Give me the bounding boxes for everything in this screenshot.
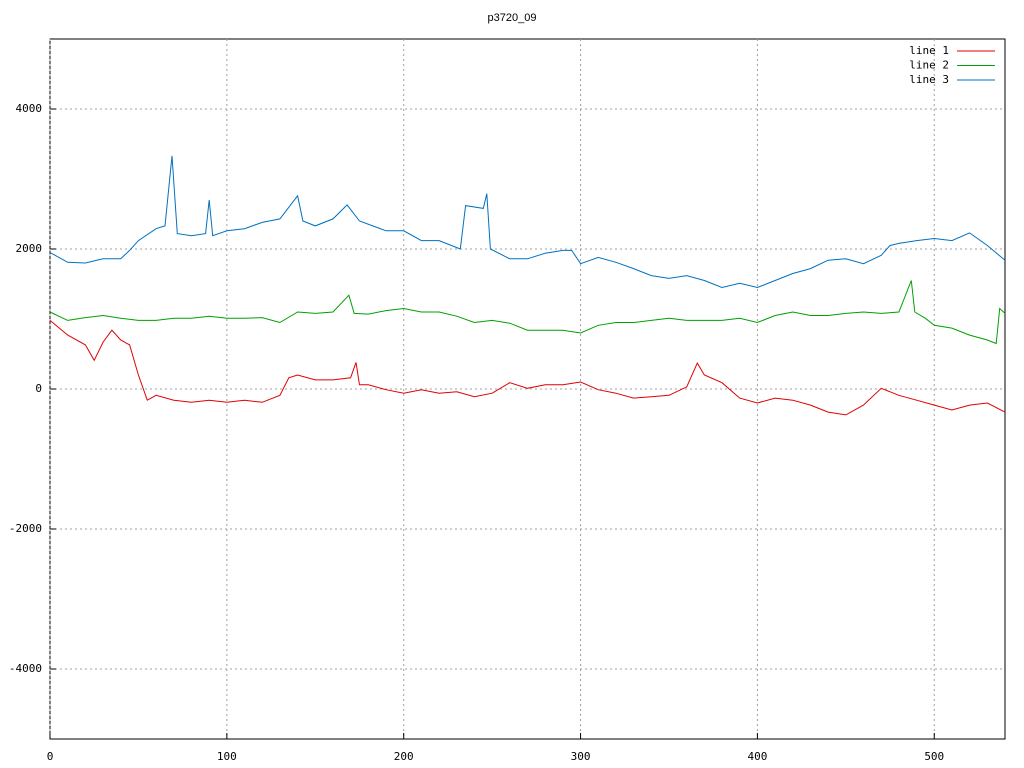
x-tick-label: 300 — [571, 750, 591, 763]
legend-label: line 2 — [909, 59, 949, 72]
chart-title: p3720_09 — [488, 12, 537, 24]
x-tick-label: 400 — [747, 750, 767, 763]
x-tick-label: 200 — [394, 750, 414, 763]
data-line — [49, 320, 1006, 416]
y-tick-label: 2000 — [16, 242, 43, 255]
y-tick-label: 0 — [35, 382, 42, 395]
data-line — [49, 280, 1006, 345]
y-tick-label: -4000 — [9, 662, 42, 675]
y-tick-label: 4000 — [16, 102, 43, 115]
x-tick-label: 100 — [217, 750, 237, 763]
legend-label: line 1 — [909, 44, 949, 57]
y-tick-label: -2000 — [9, 522, 42, 535]
data-line — [49, 155, 1006, 289]
x-tick-label: 0 — [47, 750, 54, 763]
x-tick-label: 500 — [924, 750, 944, 763]
legend-label: line 3 — [909, 73, 949, 86]
